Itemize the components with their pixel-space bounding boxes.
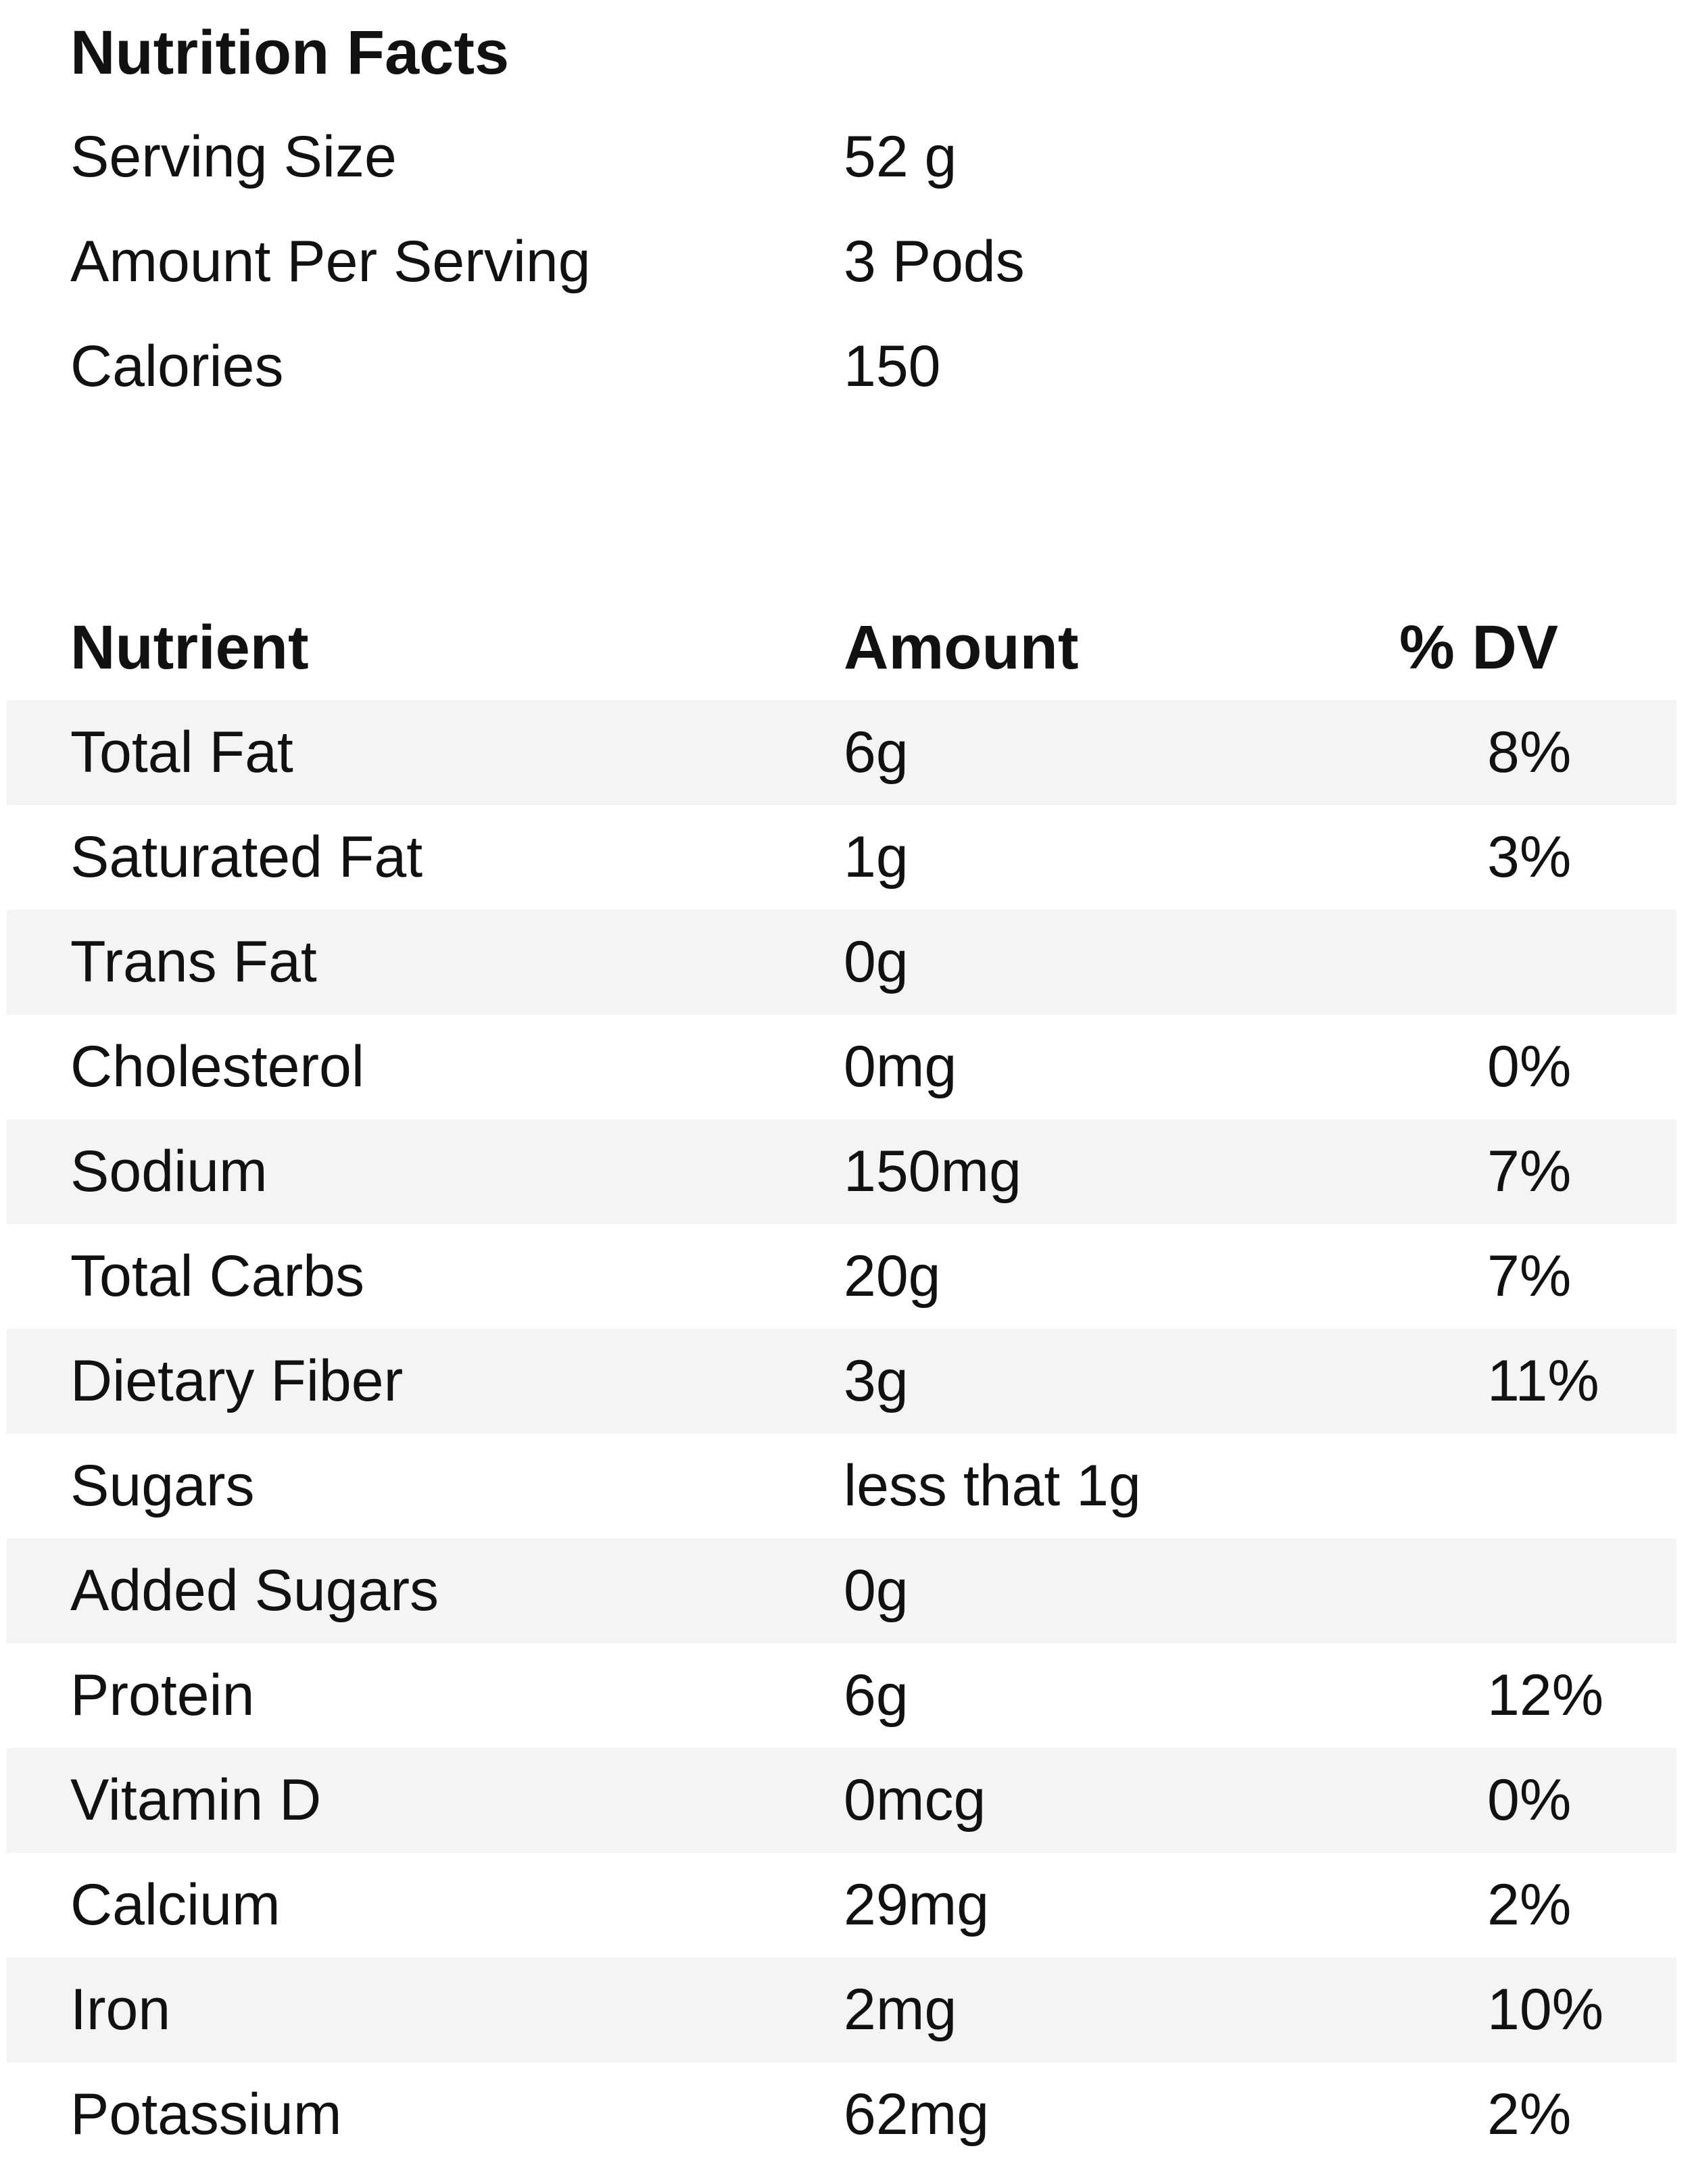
nutrient-amount: 20g — [844, 1244, 941, 1309]
nutrient-dv: 2% — [1487, 2082, 1572, 2147]
nutrient-name: Sodium — [70, 1139, 268, 1204]
nutrient-name: Total Fat — [70, 720, 293, 785]
nutrient-name: Protein — [70, 1663, 255, 1728]
table-row: Vitamin D 0mcg 0% — [7, 1748, 1676, 1853]
nutrient-dv: 11% — [1487, 1349, 1599, 1413]
serving-size-label: Serving Size — [70, 124, 397, 189]
nutrient-amount: 6g — [844, 1663, 909, 1728]
nutrient-name: Added Sugars — [70, 1558, 439, 1623]
table-row: Potassium 62mg 2% — [0, 2062, 1690, 2167]
nutrient-name: Vitamin D — [70, 1768, 322, 1833]
nutrient-dv: 0% — [1487, 1034, 1572, 1099]
nutrient-name: Dietary Fiber — [70, 1349, 404, 1413]
table-row: Total Carbs 20g 7% — [0, 1224, 1690, 1329]
table-row: Total Fat 6g 8% — [7, 700, 1676, 805]
nutrient-dv: 8% — [1487, 720, 1572, 785]
serving-size-value: 52 g — [844, 124, 957, 189]
table-row: Calcium 29mg 2% — [0, 1853, 1690, 1958]
amount-per-serving-value: 3 Pods — [844, 229, 1025, 294]
nutrient-dv: 0% — [1487, 1768, 1572, 1833]
header-amount: Amount — [844, 613, 1079, 682]
nutrient-dv: 12% — [1487, 1663, 1604, 1728]
nutrient-amount: 0g — [844, 929, 909, 994]
calories-value: 150 — [844, 334, 941, 399]
table-row: Saturated Fat 1g 3% — [0, 805, 1690, 910]
nutrient-amount: 2mg — [844, 1977, 957, 2042]
header-dv: % DV — [1399, 613, 1559, 682]
nutrient-name: Calcium — [70, 1872, 281, 1937]
nutrient-name: Total Carbs — [70, 1244, 364, 1309]
nutrient-name: Potassium — [70, 2082, 342, 2147]
nutrient-name: Sugars — [70, 1453, 255, 1518]
table-row: Trans Fat 0g — [7, 910, 1676, 1015]
table-header: Nutrient Amount % DV — [0, 596, 1690, 700]
table-row: Added Sugars 0g — [7, 1538, 1676, 1643]
header-nutrient: Nutrient — [70, 613, 309, 682]
nutrient-table: Total Fat 6g 8% Saturated Fat 1g 3% Tran… — [0, 700, 1690, 2167]
nutrient-dv: 2% — [1487, 1872, 1572, 1937]
nutrient-name: Iron — [70, 1977, 171, 2042]
nutrient-amount: 6g — [844, 720, 909, 785]
table-row: Sodium 150mg 7% — [7, 1119, 1676, 1224]
nutrient-name: Trans Fat — [70, 929, 317, 994]
table-row: Sugars less that 1g — [0, 1434, 1690, 1538]
table-row: Dietary Fiber 3g 11% — [7, 1329, 1676, 1434]
nutrient-amount: 29mg — [844, 1872, 990, 1937]
nutrient-dv: 7% — [1487, 1244, 1572, 1309]
nutrient-amount: 3g — [844, 1349, 909, 1413]
nutrient-name: Saturated Fat — [70, 825, 423, 890]
page-title: Nutrition Facts — [70, 18, 510, 87]
nutrient-dv: 10% — [1487, 1977, 1604, 2042]
table-row: Protein 6g 12% — [0, 1643, 1690, 1748]
nutrient-amount: 0mg — [844, 1034, 957, 1099]
nutrient-amount: 62mg — [844, 2082, 990, 2147]
nutrient-name: Cholesterol — [70, 1034, 364, 1099]
nutrient-amount: 0g — [844, 1558, 909, 1623]
nutrient-amount: less that 1g — [844, 1453, 1141, 1518]
amount-per-serving-label: Amount Per Serving — [70, 229, 591, 294]
nutrient-amount: 150mg — [844, 1139, 1021, 1204]
table-row: Cholesterol 0mg 0% — [0, 1015, 1690, 1119]
serving-size-row: Serving Size 52 g — [0, 105, 1690, 210]
table-row: Iron 2mg 10% — [7, 1958, 1676, 2062]
calories-label: Calories — [70, 334, 284, 399]
nutrient-amount: 0mcg — [844, 1768, 986, 1833]
nutrient-dv: 3% — [1487, 825, 1572, 890]
nutrient-amount: 1g — [844, 825, 909, 890]
calories-row: Calories 150 — [0, 314, 1690, 419]
amount-per-serving-row: Amount Per Serving 3 Pods — [0, 210, 1690, 314]
nutrient-dv: 7% — [1487, 1139, 1572, 1204]
